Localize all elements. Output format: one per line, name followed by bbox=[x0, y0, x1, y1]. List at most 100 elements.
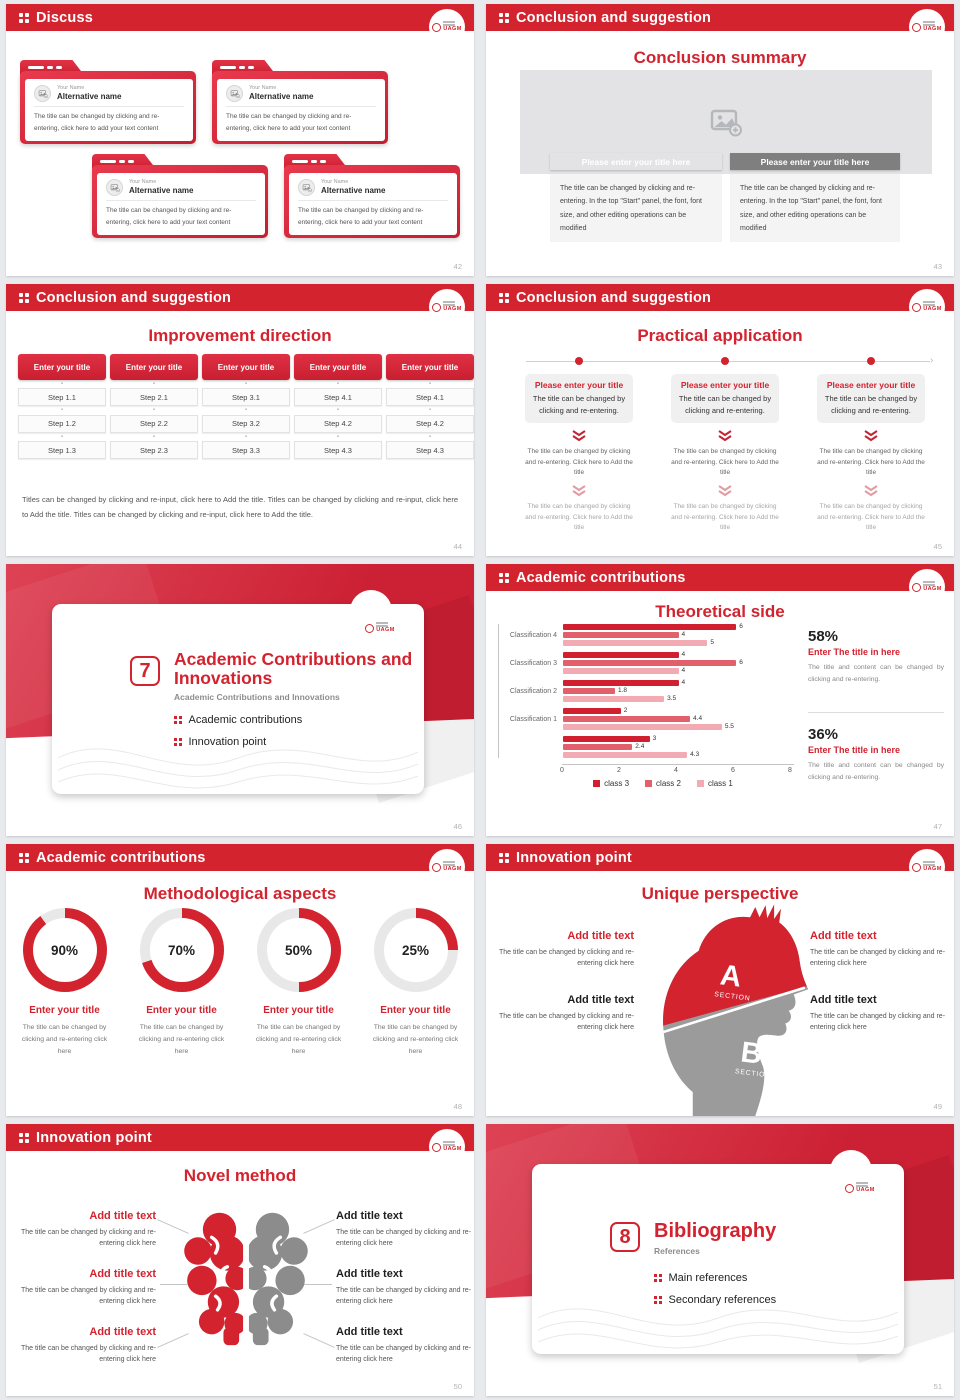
text-block: Add title text The title can be changed b… bbox=[336, 1210, 472, 1248]
section-subtitle: References bbox=[654, 1246, 700, 1256]
logo-ring-icon bbox=[912, 862, 922, 872]
donut-chart: 50% bbox=[256, 908, 341, 992]
uagm-logo: UAGM bbox=[429, 849, 465, 885]
donut-body: The title can be changed by clicking and… bbox=[21, 1024, 108, 1056]
logo-ring-icon bbox=[432, 862, 442, 872]
card-name-label: Your Name bbox=[57, 85, 85, 92]
legend-swatch bbox=[696, 780, 704, 787]
legend-item: class 3 bbox=[593, 779, 629, 788]
bar-value-label: 1.8 bbox=[617, 686, 628, 694]
donut-item: 90% Enter your title The title can be ch… bbox=[6, 908, 123, 1059]
bar bbox=[563, 680, 679, 686]
slide-42: Discuss UAGM Your Name Alternative name … bbox=[6, 4, 474, 276]
category-label: Classification 4 bbox=[509, 631, 557, 639]
uagm-logo: UAGM bbox=[842, 1170, 878, 1206]
bar-value-label: 4.3 bbox=[690, 750, 700, 758]
page-number: 50 bbox=[453, 1382, 462, 1391]
donut-item: 25% Enter your title The title can be ch… bbox=[357, 908, 474, 1059]
donut-chart: 70% bbox=[139, 908, 224, 992]
timeline-dot bbox=[721, 357, 729, 365]
grid-dots-icon bbox=[499, 292, 509, 303]
bar-value-label: 4.4 bbox=[693, 714, 703, 722]
slide-47: Academic contributions UAGM Theoretical … bbox=[486, 564, 954, 836]
text-panel: The title can be changed by clicking and… bbox=[730, 174, 900, 242]
bar bbox=[563, 632, 679, 638]
text-block: Add title text The title can be changed b… bbox=[20, 1210, 156, 1248]
bar-value-label: 3 bbox=[652, 734, 657, 742]
title-bar-gray: Please enter your title here bbox=[730, 153, 900, 170]
step-box: Step 1.3 bbox=[18, 441, 106, 460]
legend-swatch bbox=[593, 780, 601, 787]
image-icon bbox=[226, 85, 243, 102]
page-number: 49 bbox=[933, 1102, 942, 1111]
timeline-column: Please enter your title The title can be … bbox=[817, 374, 925, 534]
slide-title: Methodological aspects bbox=[143, 884, 337, 903]
donut-title: Enter your title bbox=[29, 1005, 100, 1016]
uagm-logo: UAGM bbox=[429, 9, 465, 45]
text-panel: The title can be changed by clicking and… bbox=[550, 174, 722, 242]
donut-percent: 90% bbox=[50, 942, 79, 958]
slide-44: Conclusion and suggestion UAGM Improveme… bbox=[6, 284, 474, 556]
slide-title: Novel method bbox=[183, 1166, 297, 1185]
wave-pattern bbox=[538, 1308, 898, 1349]
text-block: Add title text The title can be changed b… bbox=[20, 1326, 156, 1364]
logo-ring-icon bbox=[432, 302, 442, 312]
step-column: Enter your title ▪ Step 4.1 ▪ Step 4.2 ▪ St… bbox=[294, 354, 382, 460]
slide-header-title: Discuss bbox=[36, 9, 94, 26]
legend-swatch bbox=[645, 780, 653, 787]
slide-title: Practical application bbox=[637, 326, 803, 345]
brain-left-half bbox=[184, 1212, 249, 1346]
bar-value-label: 2 bbox=[623, 706, 628, 714]
section-number-badge: 8 bbox=[610, 1222, 640, 1252]
grid-dots-icon bbox=[19, 852, 29, 863]
card-title: Alternative name bbox=[57, 92, 122, 102]
step-box: Step 1.2 bbox=[18, 414, 106, 433]
section-number-badge: 7 bbox=[130, 656, 160, 686]
double-chevron-down-icon bbox=[718, 430, 732, 442]
bar bbox=[563, 688, 615, 694]
section-b-caption: SECTION bbox=[734, 1068, 771, 1079]
folder-card: Your Name Alternative name The title can… bbox=[212, 60, 388, 144]
bar-value-label: 5 bbox=[710, 638, 714, 646]
uagm-logo: UAGM bbox=[909, 569, 945, 605]
brain-right-half bbox=[243, 1212, 308, 1346]
timeline-column: Please enter your title The title can be … bbox=[671, 374, 779, 534]
section-title: Academic Contributions and Innovations bbox=[174, 649, 413, 689]
text-block: Add title text The title can be changed b… bbox=[498, 994, 634, 1032]
section-bullet: Academic contributions bbox=[174, 714, 302, 726]
slide-header: Academic contributions bbox=[486, 564, 954, 591]
bar-value-label: 4 bbox=[681, 630, 686, 638]
uagm-logo: UAGM bbox=[429, 1129, 465, 1165]
double-chevron-down-icon bbox=[572, 485, 586, 497]
text-block: Add title text The title can be changed b… bbox=[498, 930, 634, 968]
bar bbox=[563, 696, 665, 702]
timeline-column: Please enter your title The title can be … bbox=[525, 374, 633, 534]
logo-ring-icon bbox=[432, 22, 442, 32]
x-tick-label: 4 bbox=[674, 767, 678, 774]
image-icon bbox=[106, 179, 123, 196]
stat-block: 36% Enter The title in here The title an… bbox=[808, 726, 944, 781]
image-icon bbox=[34, 85, 51, 102]
text-block: Add title text The title can be changed b… bbox=[810, 930, 946, 968]
column-title: Please enter your title bbox=[534, 380, 624, 390]
x-tick-label: 0 bbox=[560, 767, 564, 774]
grid-dots-icon bbox=[499, 572, 509, 583]
x-axis-line bbox=[562, 764, 794, 765]
donut-chart: 90% bbox=[22, 908, 107, 992]
slide-43: Conclusion and suggestion UAGM Conclusio… bbox=[486, 4, 954, 276]
legend-item: class 2 bbox=[645, 779, 681, 788]
page-number: 47 bbox=[933, 822, 942, 831]
slide-title: Theoretical side bbox=[655, 602, 785, 621]
bar bbox=[563, 668, 679, 674]
logo-ring-icon bbox=[845, 1183, 855, 1193]
slide-title: Unique perspective bbox=[641, 884, 799, 903]
x-tick-label: 2 bbox=[617, 767, 621, 774]
bar-value-label: 5.5 bbox=[724, 722, 734, 730]
text-block: Add title text The title can be changed b… bbox=[20, 1268, 156, 1306]
footer-text: Titles can be changed by clicking and re… bbox=[22, 495, 458, 519]
slide-51: UAGM 8 Bibliography References Main refe… bbox=[486, 1124, 954, 1396]
bar bbox=[563, 660, 737, 666]
donut-chart: 25% bbox=[373, 908, 458, 992]
logo-ring-icon bbox=[432, 1142, 442, 1152]
